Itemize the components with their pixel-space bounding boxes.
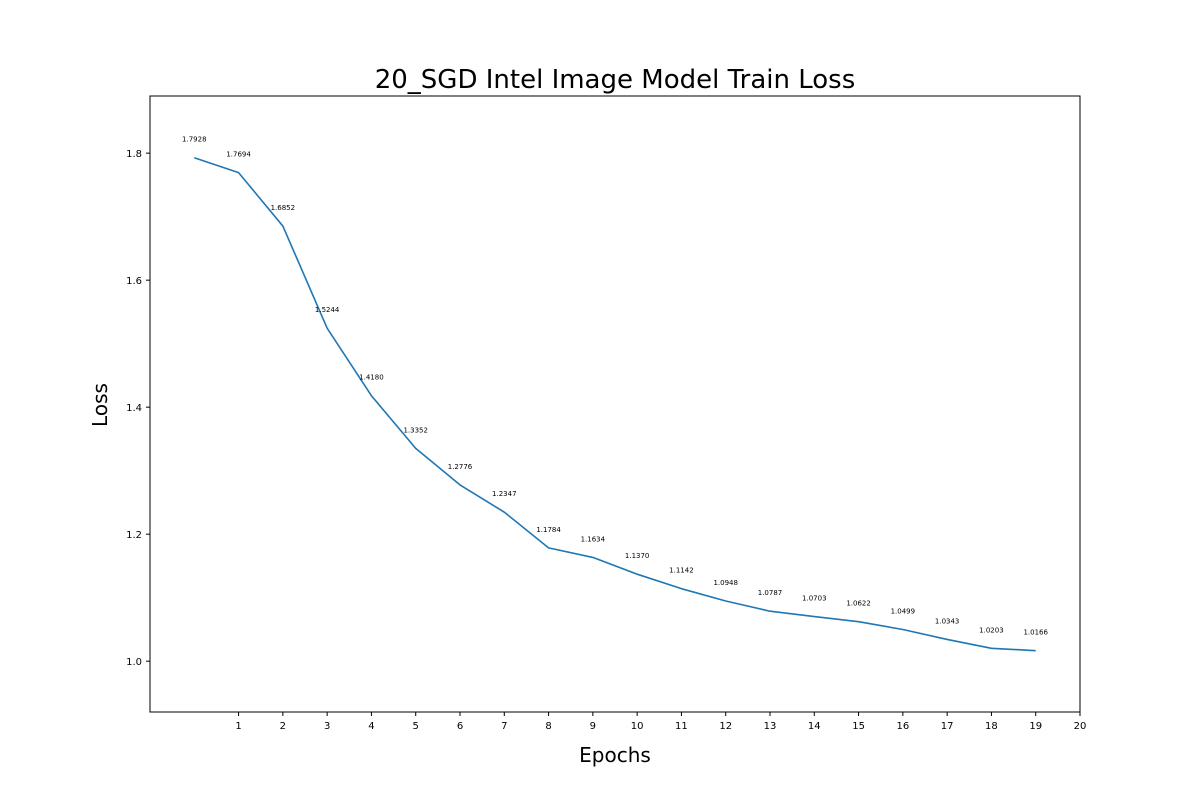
x-tick-label: 4 xyxy=(368,721,374,732)
x-tick-label: 10 xyxy=(631,721,644,732)
loss-data-label: 1.1784 xyxy=(536,526,561,534)
x-tick-label: 12 xyxy=(719,721,732,732)
x-tick-label: 5 xyxy=(413,721,419,732)
loss-data-label: 1.5244 xyxy=(315,306,340,314)
x-axis-label: Epochs xyxy=(579,743,651,767)
x-tick-label: 3 xyxy=(324,721,330,732)
x-tick-label: 2 xyxy=(280,721,286,732)
x-tick-label: 9 xyxy=(590,721,596,732)
loss-data-label: 1.1370 xyxy=(625,552,650,560)
x-tick-label: 11 xyxy=(675,721,688,732)
loss-data-label: 1.3352 xyxy=(403,426,428,434)
loss-data-label: 1.4180 xyxy=(359,374,384,382)
x-tick-label: 6 xyxy=(457,721,463,732)
y-tick-label: 1.2 xyxy=(126,530,142,541)
loss-data-label: 1.1142 xyxy=(669,567,694,575)
loss-data-label: 1.0622 xyxy=(846,600,871,608)
loss-data-label: 1.2776 xyxy=(448,463,473,471)
loss-data-label: 1.6852 xyxy=(271,204,296,212)
loss-data-label: 1.0203 xyxy=(979,626,1004,634)
loss-data-label: 1.2347 xyxy=(492,490,517,498)
loss-data-label: 1.0343 xyxy=(935,617,960,625)
loss-data-label: 1.0499 xyxy=(891,608,916,616)
loss-data-label: 1.0703 xyxy=(802,595,827,603)
y-tick-label: 1.0 xyxy=(126,657,142,668)
x-tick-label: 18 xyxy=(985,721,998,732)
loss-data-label: 1.7694 xyxy=(226,151,251,159)
x-tick-label: 1 xyxy=(235,721,241,732)
axes-frame xyxy=(149,95,1081,713)
x-tick-label: 16 xyxy=(896,721,909,732)
y-tick-label: 1.4 xyxy=(126,403,142,414)
y-tick-label: 1.8 xyxy=(126,149,142,160)
x-tick-label: 20 xyxy=(1074,721,1087,732)
x-tick-label: 13 xyxy=(764,721,777,732)
plot-area: 1 2 3 4 5 6 7 8 9 10 11 12 13 14 15 16 17 18 19 201.01.21.4… xyxy=(126,95,1087,732)
x-tick-label: 17 xyxy=(941,721,954,732)
x-tick-label: 8 xyxy=(545,721,551,732)
x-tick-label: 19 xyxy=(1029,721,1042,732)
loss-data-label: 1.7928 xyxy=(182,136,207,144)
loss-data-label: 1.0166 xyxy=(1023,629,1048,637)
loss-data-label: 1.0948 xyxy=(713,579,738,587)
loss-series-line xyxy=(194,156,1036,652)
x-tick-label: 7 xyxy=(501,721,507,732)
chart-title: 20_SGD Intel Image Model Train Loss xyxy=(375,65,856,95)
loss-data-label: 1.1634 xyxy=(581,535,606,543)
loss-data-label: 1.0787 xyxy=(758,589,783,597)
y-tick-label: 1.6 xyxy=(126,276,142,287)
y-axis-label: Loss xyxy=(88,383,112,427)
x-tick-label: 15 xyxy=(852,721,865,732)
x-tick-label: 14 xyxy=(808,721,821,732)
